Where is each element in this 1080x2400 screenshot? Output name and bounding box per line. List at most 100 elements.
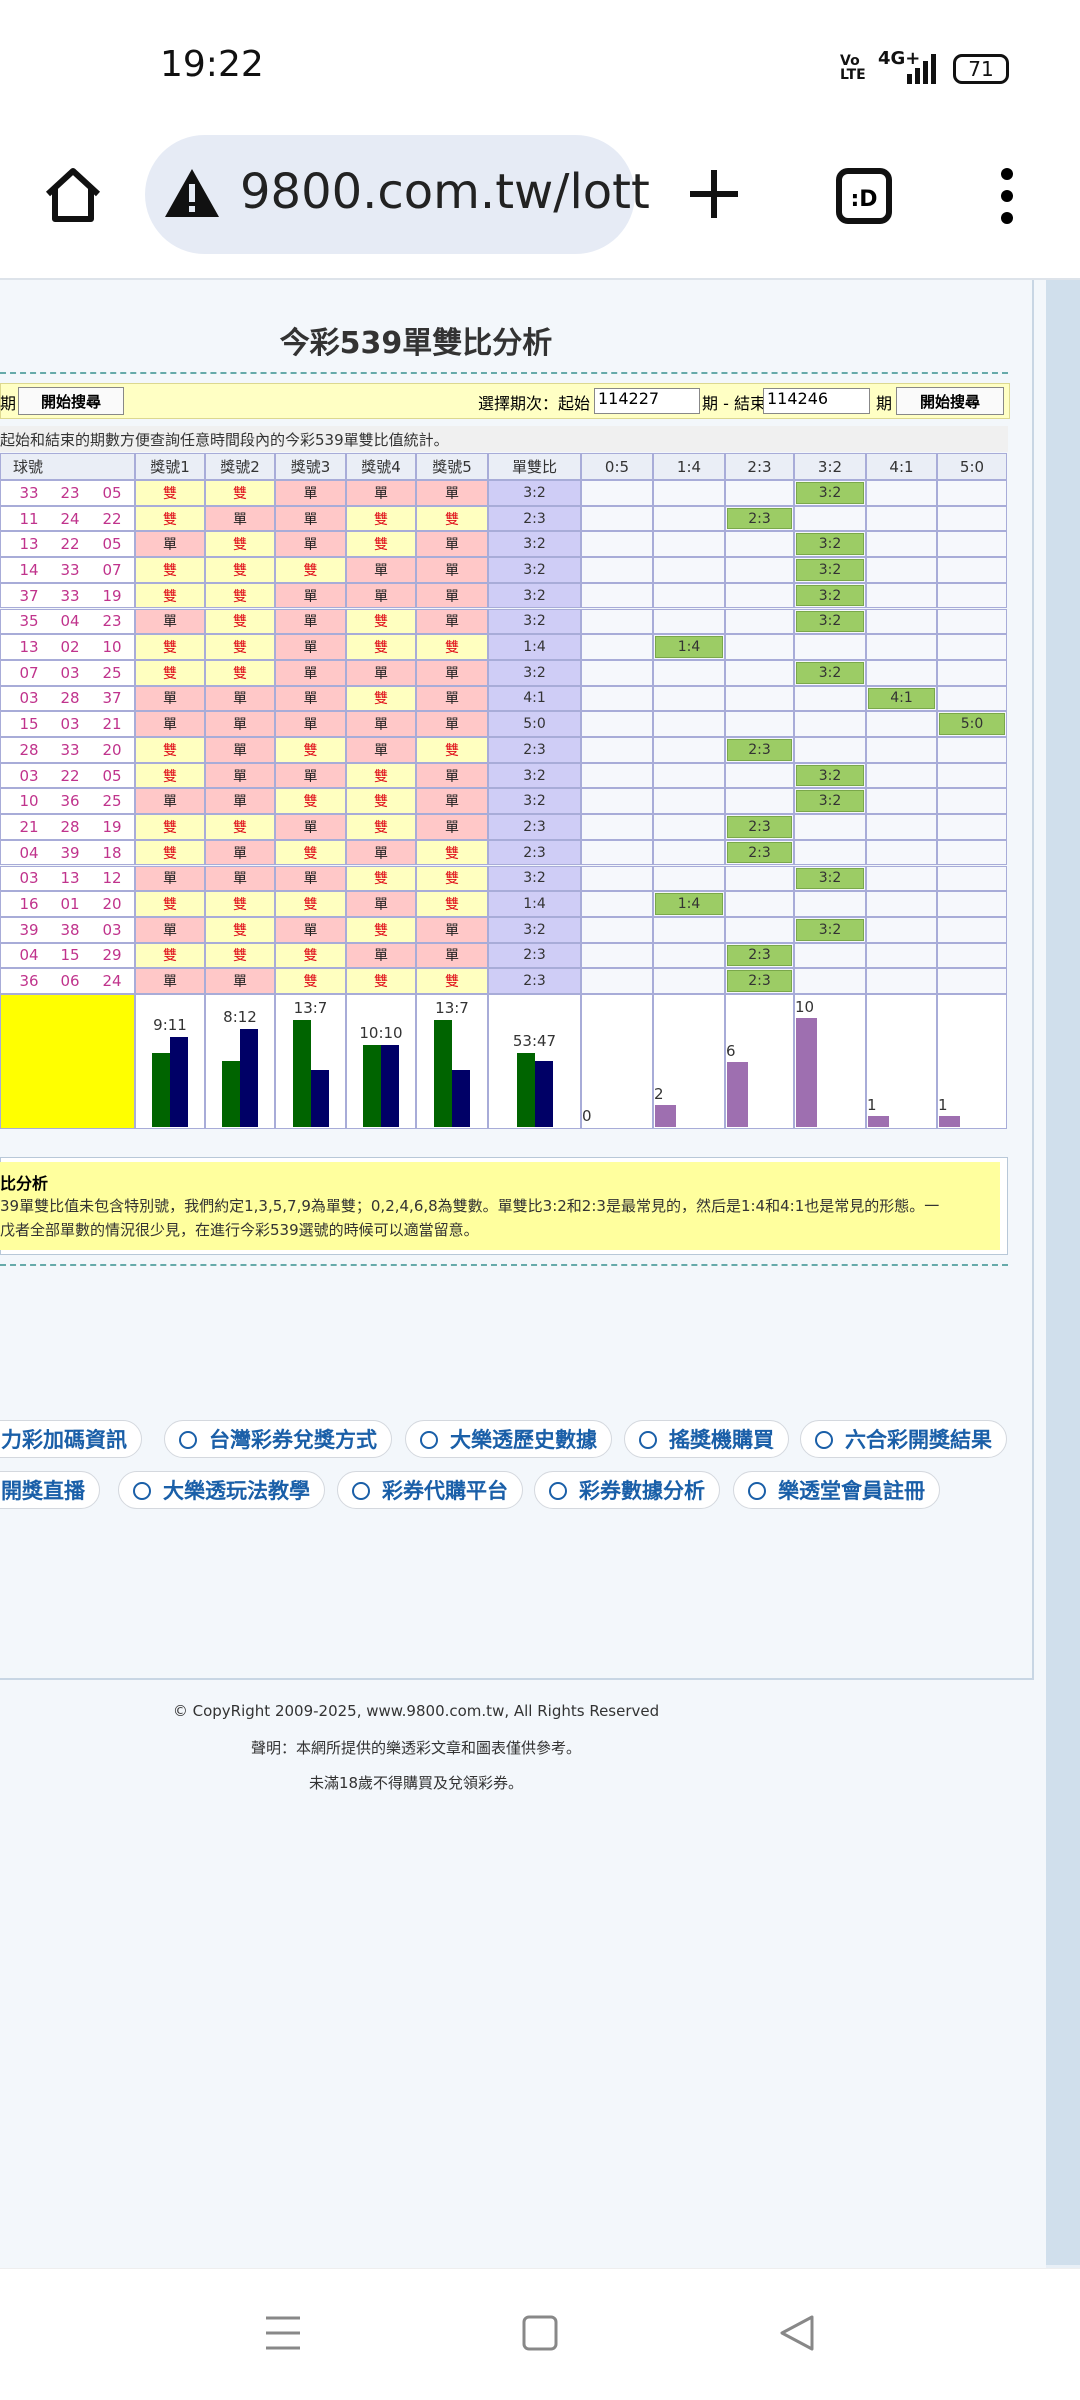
- parity-cell: 單: [416, 942, 488, 969]
- parity-cell: 單: [416, 557, 488, 583]
- dist-cell: [866, 814, 937, 840]
- dist-cell: [937, 685, 1007, 712]
- parity-cell: 單: [416, 711, 488, 737]
- link[interactable]: 六合彩開獎結果: [800, 1420, 1007, 1458]
- link[interactable]: 樂透堂會員註冊: [733, 1471, 940, 1509]
- ball-number: 23: [60, 483, 80, 502]
- link[interactable]: 力彩加碼資訊: [0, 1420, 142, 1458]
- ball-number: 10: [19, 792, 39, 811]
- ball-number: 07: [102, 560, 122, 579]
- ball-cell: [0, 685, 135, 712]
- parity-cell: 單: [135, 968, 205, 994]
- nav-menu[interactable]: [264, 2314, 302, 2352]
- parity-cell: 單: [346, 711, 416, 737]
- dist-cell: [937, 865, 1007, 892]
- parity-cell: 雙: [346, 505, 416, 532]
- tabs[interactable]: :D: [836, 168, 892, 224]
- parity-cell: 單: [275, 762, 346, 789]
- dist-count: 0: [582, 1107, 592, 1125]
- link[interactable]: 台灣彩券兌獎方式: [164, 1420, 392, 1458]
- dist-cell: [725, 762, 794, 789]
- parity-cell: 單: [416, 788, 488, 815]
- dist-cell: [937, 968, 1007, 994]
- svg-text::D: :D: [850, 187, 877, 212]
- parity-cell: 單: [416, 685, 488, 712]
- summary-cell: [653, 994, 725, 1129]
- dist-cell: [725, 480, 794, 506]
- column-header: 4:1: [866, 453, 937, 480]
- parity-cell: 單: [275, 865, 346, 892]
- ball-number: 04: [19, 946, 39, 965]
- label: 期 - 結束: [702, 394, 766, 413]
- dist-cell: [725, 891, 794, 917]
- start-input[interactable]: 114227: [594, 388, 700, 414]
- url[interactable]: 9800.com.tw/lott: [240, 164, 650, 220]
- link[interactable]: 彩券數據分析: [534, 1471, 720, 1509]
- link-icon: [639, 1431, 657, 1449]
- dist-cell: [581, 968, 653, 994]
- dist-count: 10: [795, 998, 815, 1016]
- parity-cell: 雙: [135, 659, 205, 686]
- summary-cell: [937, 994, 1007, 1129]
- ratio-cell: 3:2: [488, 865, 581, 892]
- parity-cell: 雙: [275, 839, 346, 866]
- dist-cell: [581, 480, 653, 506]
- url-bar[interactable]: [145, 135, 635, 254]
- footer-line: © CopyRight 2009-2025, www.9800.com.tw, …: [172, 1702, 660, 1720]
- dist-hit: 2:3: [727, 944, 792, 967]
- dist-cell: [725, 608, 794, 635]
- parity-cell: 雙: [205, 531, 275, 558]
- nav-home[interactable]: [521, 2314, 559, 2352]
- nav-back[interactable]: [778, 2314, 816, 2352]
- warning-icon: [165, 169, 219, 217]
- divider: [0, 372, 1008, 374]
- ball-cell: [0, 942, 135, 969]
- dist-hit: 2:3: [727, 841, 792, 864]
- link[interactable]: 彩券代購平台: [337, 1471, 523, 1509]
- dist-cell: [937, 505, 1007, 532]
- link[interactable]: 大樂透玩法教學: [118, 1471, 325, 1509]
- ball-cell: [0, 814, 135, 840]
- link[interactable]: 大樂透歷史數據: [405, 1420, 612, 1458]
- network: 4G+: [878, 48, 921, 69]
- ball-number: 21: [19, 817, 39, 836]
- dist-cell: [794, 505, 866, 532]
- parity-cell: 雙: [205, 634, 275, 660]
- link[interactable]: 搖獎機購買: [624, 1420, 789, 1458]
- parity-cell: 雙: [135, 557, 205, 583]
- link-icon: [815, 1431, 833, 1449]
- search-button[interactable]: 開始搜尋: [18, 387, 124, 415]
- parity-cell: 單: [346, 891, 416, 917]
- parity-cell: 雙: [346, 608, 416, 635]
- parity-cell: 雙: [346, 685, 416, 712]
- ratio-cell: 1:4: [488, 634, 581, 660]
- description-title: 比分析: [0, 1174, 49, 1193]
- summary-bar: [310, 1069, 329, 1127]
- dist-cell: [581, 711, 653, 737]
- ball-number: 05: [102, 483, 122, 502]
- page-title: 今彩539單雙比分析: [279, 326, 553, 361]
- ball-cell: [0, 839, 135, 866]
- search-button[interactable]: 開始搜尋: [896, 387, 1004, 415]
- ball-number: 24: [60, 509, 80, 528]
- ball-cell: [0, 480, 135, 506]
- link-icon: [133, 1482, 151, 1500]
- link[interactable]: 開獎直播: [0, 1471, 100, 1509]
- summary-label: 13:7: [435, 999, 469, 1018]
- parity-cell: 雙: [416, 968, 488, 994]
- parity-cell: 單: [135, 685, 205, 712]
- dist-cell: [653, 582, 725, 609]
- dist-cell: [581, 531, 653, 558]
- dist-hit: 2:3: [727, 739, 792, 761]
- new-tab[interactable]: [688, 168, 740, 220]
- ball-number: 36: [19, 972, 39, 991]
- menu[interactable]: [995, 166, 1019, 226]
- dist-cell: [725, 711, 794, 737]
- column-header: 5:0: [937, 453, 1007, 480]
- parity-cell: 雙: [275, 891, 346, 917]
- dist-hit: 3:2: [796, 610, 864, 633]
- end-input[interactable]: 114246: [763, 388, 870, 414]
- parity-cell: 單: [275, 711, 346, 737]
- home-button[interactable]: [42, 164, 104, 226]
